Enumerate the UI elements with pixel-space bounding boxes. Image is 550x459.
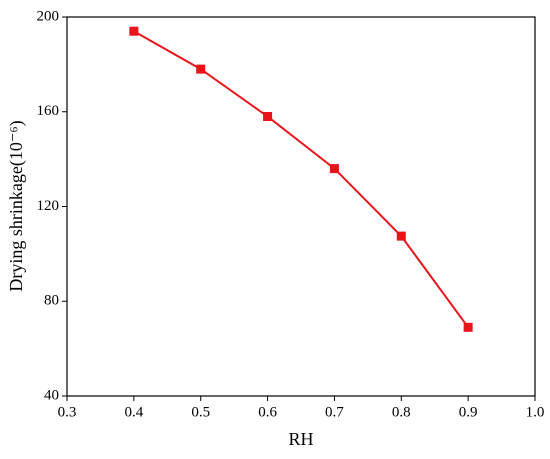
y-tick-label: 80 xyxy=(44,293,59,309)
y-tick-label: 120 xyxy=(37,198,60,214)
x-tick-label: 0.8 xyxy=(392,404,411,420)
x-tick-label: 0.6 xyxy=(258,404,277,420)
x-axis-title: RH xyxy=(288,429,313,449)
x-tick-label: 0.5 xyxy=(191,404,210,420)
y-tick-label: 200 xyxy=(37,8,60,24)
x-tick-label: 0.3 xyxy=(58,404,77,420)
y-tick-label: 160 xyxy=(37,103,60,119)
x-tick-label: 0.7 xyxy=(325,404,344,420)
marker xyxy=(196,64,206,74)
marker xyxy=(463,322,473,332)
marker xyxy=(263,111,273,121)
marker xyxy=(129,26,139,36)
marker xyxy=(329,164,339,174)
plot-frame xyxy=(66,16,536,397)
x-tick-label: 1.0 xyxy=(526,404,545,420)
y-tick-label: 40 xyxy=(44,387,59,403)
x-tick-label: 0.4 xyxy=(124,404,143,420)
marker xyxy=(396,231,406,241)
x-tick-label: 0.9 xyxy=(459,404,478,420)
series-line xyxy=(133,30,469,328)
y-axis-title: Drying shrinkage(10⁻⁶) xyxy=(6,120,27,291)
